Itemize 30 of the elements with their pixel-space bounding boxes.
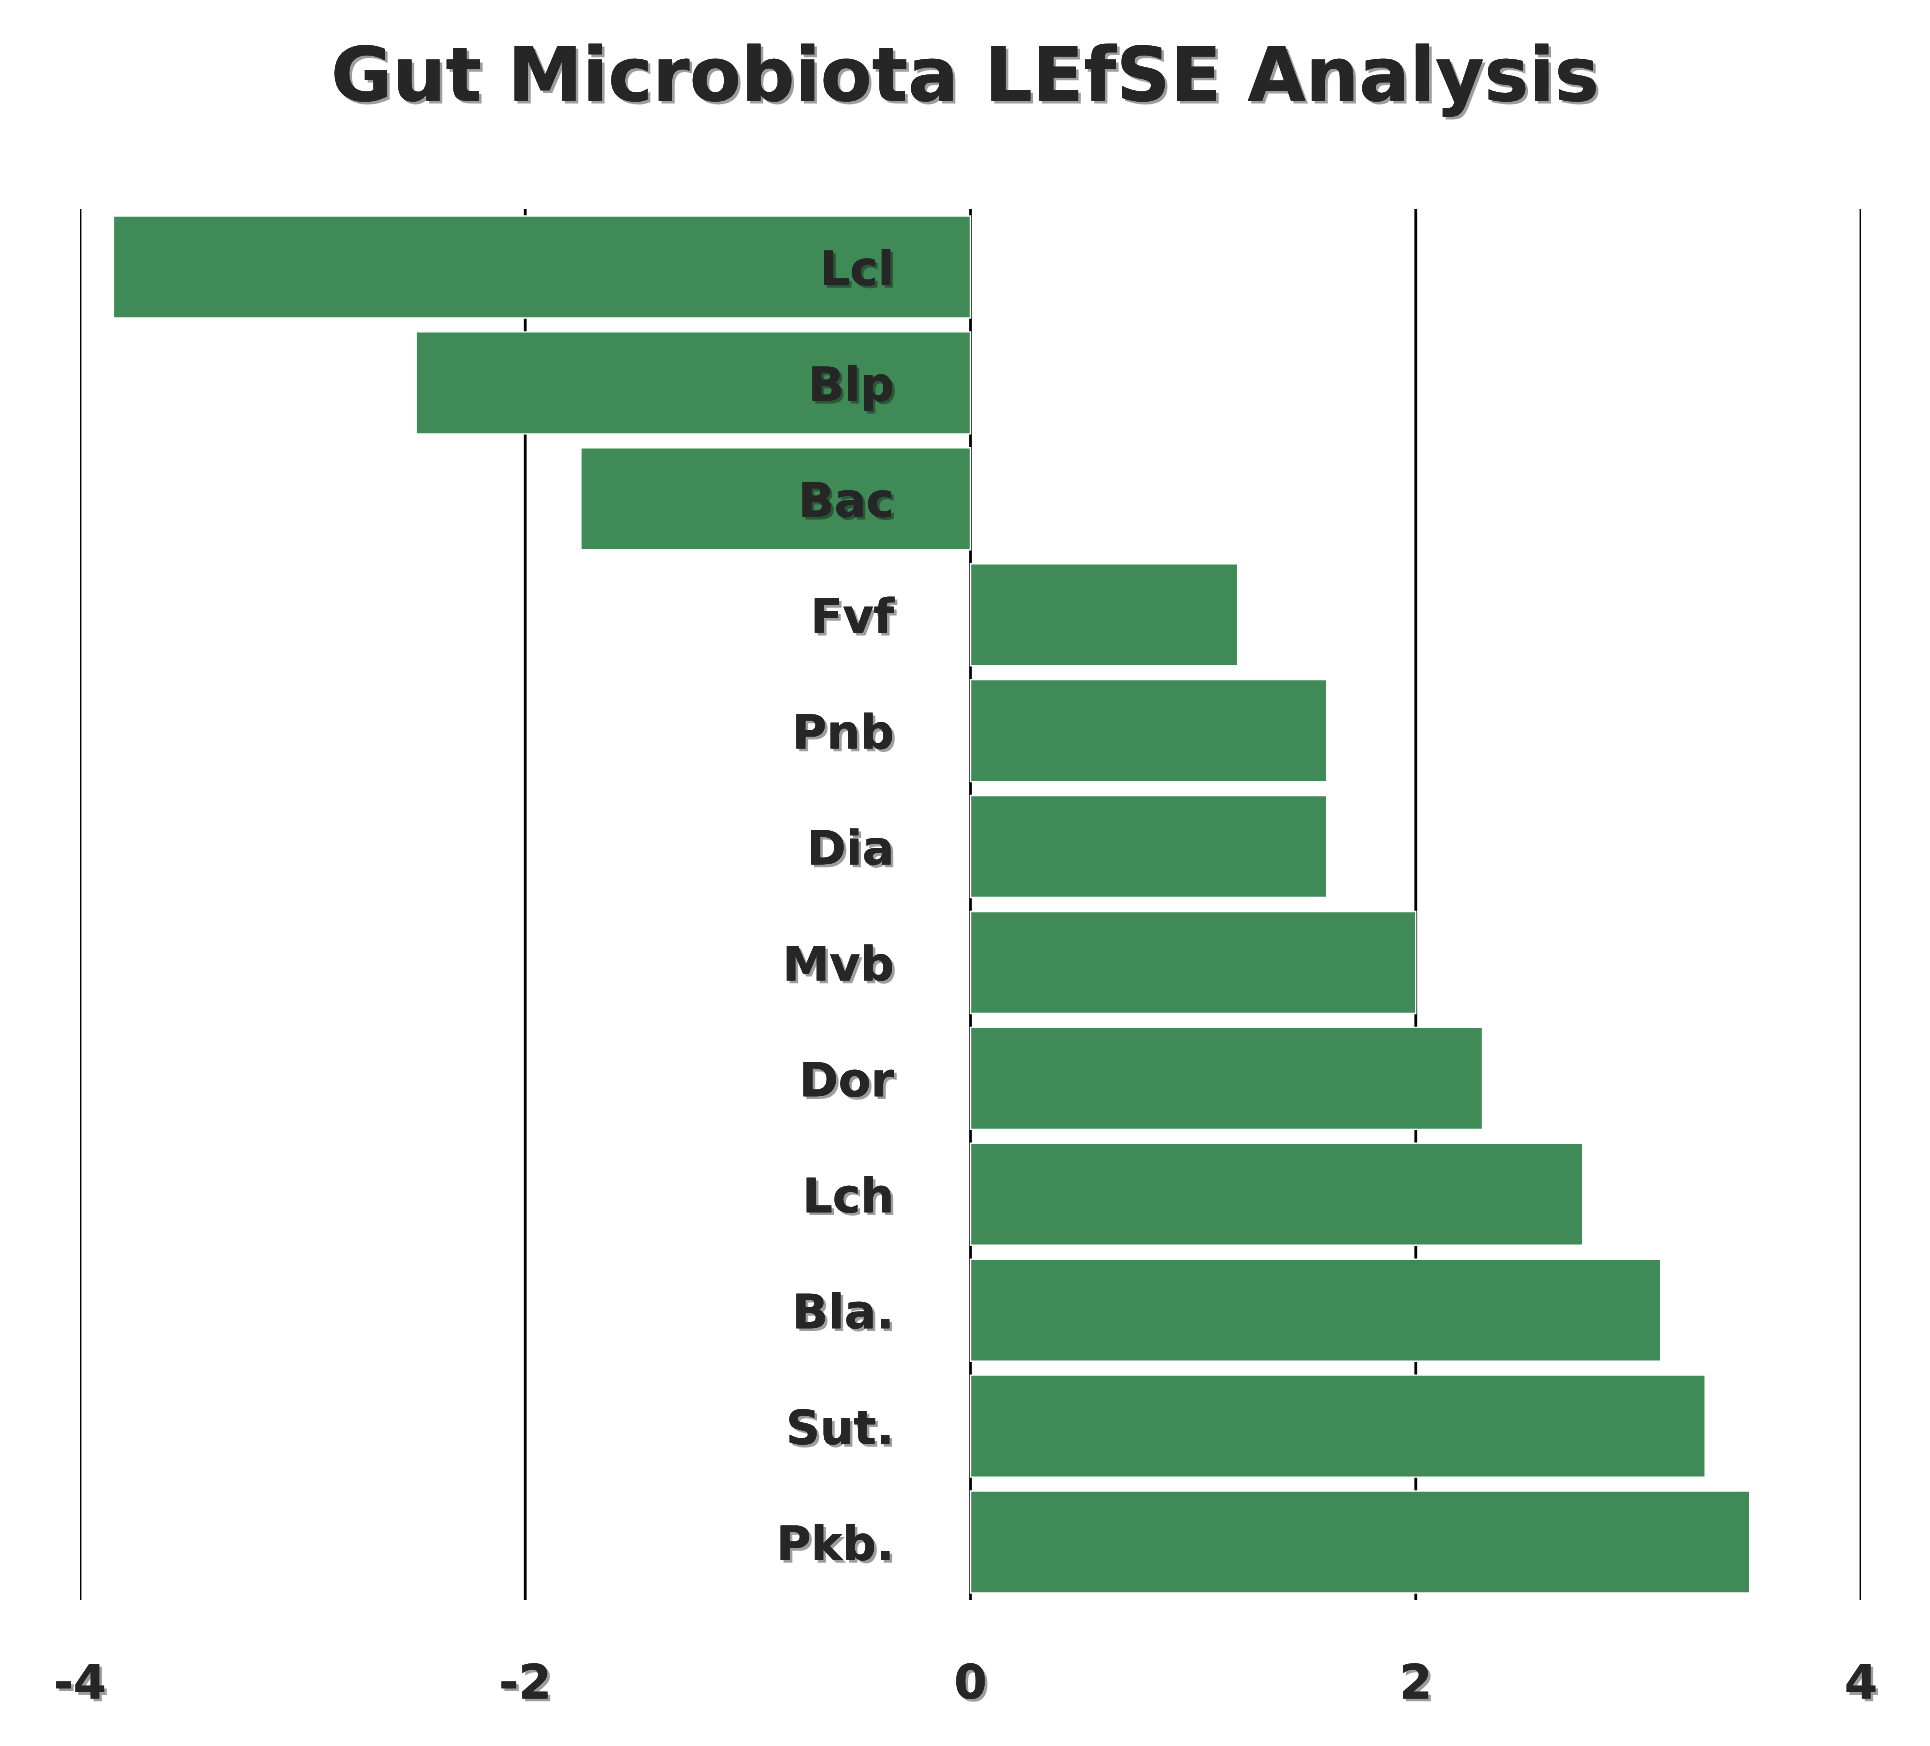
y-tick-label: Dia bbox=[811, 828, 894, 868]
y-tick-label: Bac bbox=[802, 482, 894, 521]
y-tick-label: Blp bbox=[812, 364, 895, 414]
x-tick-label: 2 bbox=[1403, 1663, 1431, 1702]
bar bbox=[415, 331, 972, 435]
y-tick-label: Dor bbox=[803, 1061, 897, 1100]
x-tick-label: -2 bbox=[501, 1663, 551, 1702]
bar bbox=[969, 678, 1328, 783]
bar bbox=[969, 1142, 1584, 1246]
y-tick-label: Lch bbox=[806, 1176, 894, 1216]
bar bbox=[969, 1490, 1751, 1594]
y-tick-label: Lcl bbox=[824, 249, 893, 289]
bar bbox=[580, 447, 972, 551]
y-tick-label: Sut. bbox=[789, 1409, 893, 1448]
x-tick-label: 4 bbox=[1846, 1663, 1879, 1702]
bar bbox=[969, 1374, 1706, 1478]
bar bbox=[969, 1258, 1662, 1362]
bar bbox=[969, 910, 1417, 1015]
x-tick-label: -4 bbox=[56, 1663, 107, 1702]
bar bbox=[969, 563, 1239, 667]
y-tick-label: Pkb. bbox=[780, 1524, 893, 1564]
y-tick-label: Fvf bbox=[814, 596, 898, 636]
y-tick-label: Mvb bbox=[786, 944, 895, 984]
bar bbox=[969, 794, 1328, 899]
y-tick-label: Pnb bbox=[796, 712, 895, 753]
chart-title: Gut Microbiota LEfSE Analysis bbox=[334, 43, 1599, 120]
bar bbox=[112, 215, 972, 319]
x-tick-label: 0 bbox=[956, 1663, 988, 1702]
y-tick-label: Bla. bbox=[796, 1292, 893, 1332]
bar bbox=[969, 1026, 1484, 1131]
